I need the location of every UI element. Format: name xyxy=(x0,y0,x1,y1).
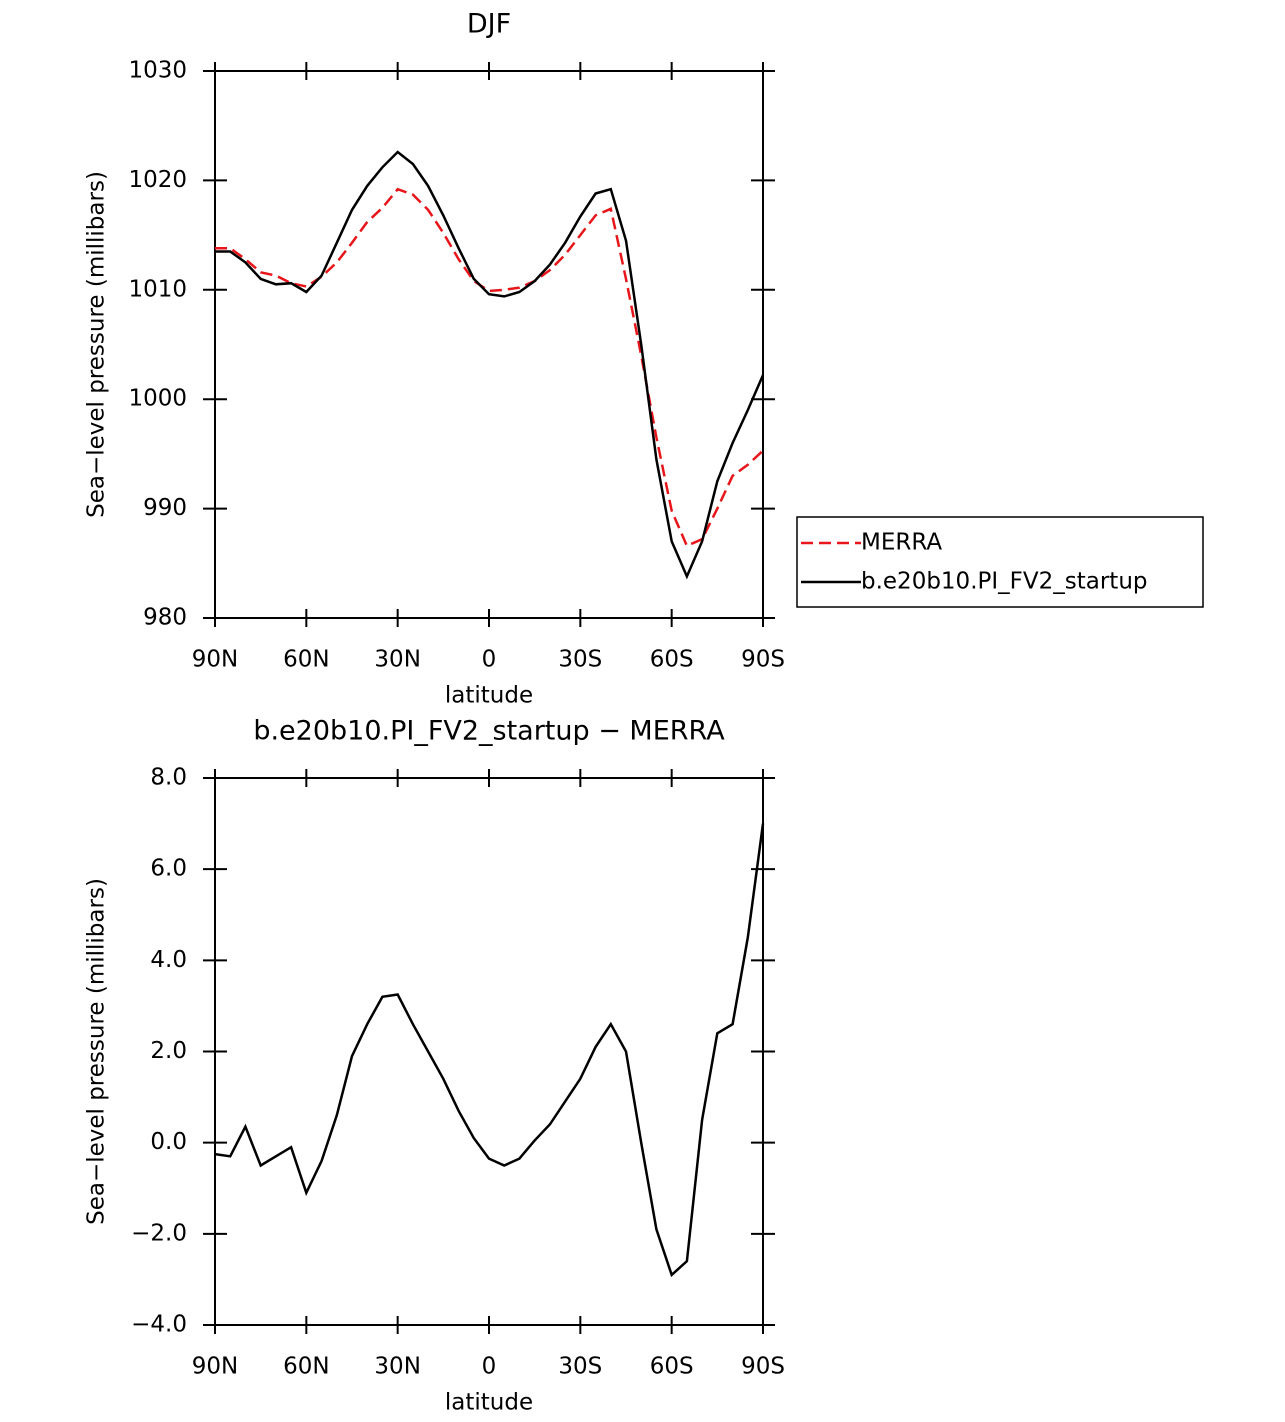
legend-label: MERRA xyxy=(861,530,942,556)
x-tick-label: 90N xyxy=(192,647,238,673)
x-tick-label: 0 xyxy=(482,1354,497,1380)
x-tick-label: 90N xyxy=(192,1354,238,1380)
legend-box xyxy=(796,516,1204,608)
plot-frame xyxy=(214,777,764,1326)
x-tick-label: 60N xyxy=(283,1354,329,1380)
chart-title: b.e20b10.PI_FV2_startup − MERRA xyxy=(253,716,725,747)
x-tick-label: 60S xyxy=(650,647,694,673)
y-tick-label: 0.0 xyxy=(150,1129,187,1155)
x-tick-label: 60N xyxy=(283,647,329,673)
y-tick-label: 2.0 xyxy=(150,1038,187,1064)
y-axis-label: Sea−level pressure (millibars) xyxy=(84,171,110,518)
x-tick-label: 90S xyxy=(741,1354,785,1380)
x-tick-label: 90S xyxy=(741,647,785,673)
data-line xyxy=(215,187,764,548)
data-line xyxy=(215,150,765,580)
x-tick-label: 30N xyxy=(374,647,420,673)
x-axis-label: latitude xyxy=(445,683,533,709)
plot-frame xyxy=(214,70,764,619)
y-tick-label: 1030 xyxy=(128,58,187,84)
y-tick-label: 1010 xyxy=(128,276,187,302)
y-tick-label: 1000 xyxy=(128,386,187,412)
chart-title: DJF xyxy=(467,9,511,40)
y-tick-label: 990 xyxy=(143,495,187,521)
y-tick-label: 1020 xyxy=(128,167,187,193)
y-tick-label: −2.0 xyxy=(131,1220,187,1246)
x-tick-label: 30N xyxy=(374,1354,420,1380)
legend-label: b.e20b10.PI_FV2_startup xyxy=(861,569,1148,595)
y-tick-label: 8.0 xyxy=(150,765,187,791)
x-tick-label: 30S xyxy=(558,647,602,673)
y-tick-label: 6.0 xyxy=(150,856,187,882)
data-line xyxy=(214,823,765,1278)
x-tick-label: 30S xyxy=(558,1354,602,1380)
y-axis-label: Sea−level pressure (millibars) xyxy=(84,878,110,1225)
y-tick-label: 4.0 xyxy=(150,947,187,973)
y-tick-label: 980 xyxy=(143,605,187,631)
y-tick-label: −4.0 xyxy=(131,1312,187,1338)
x-axis-label: latitude xyxy=(445,1390,533,1416)
x-tick-label: 60S xyxy=(650,1354,694,1380)
x-tick-label: 0 xyxy=(482,647,497,673)
